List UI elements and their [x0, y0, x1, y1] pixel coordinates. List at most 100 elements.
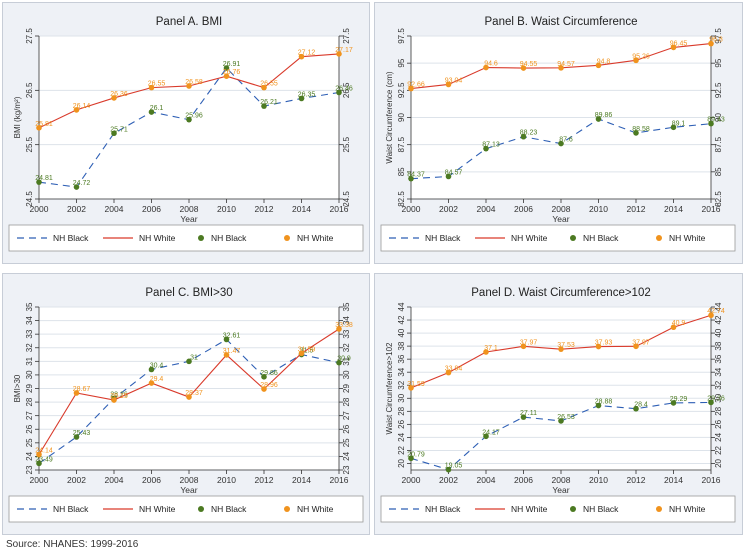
y-tick-label: 32	[397, 380, 406, 389]
data-point-nh-black	[445, 466, 452, 473]
x-axis-label: Year	[552, 214, 569, 224]
y-tick-label: 28	[397, 406, 406, 415]
data-point-nh-black	[670, 124, 677, 131]
data-label: 32.61	[223, 332, 241, 339]
y-tick-label: 30	[397, 393, 406, 402]
data-label: 42.74	[707, 308, 725, 315]
y-tick-label-right: 34	[714, 367, 723, 376]
x-tick-label: 2006	[514, 204, 533, 214]
data-point-nh-black	[336, 359, 342, 366]
data-label: 84.57	[445, 170, 463, 177]
x-tick-label: 2000	[30, 204, 49, 214]
x-tick-label: 2014	[664, 204, 683, 214]
y-tick-label: 31	[25, 356, 34, 365]
x-tick-label: 2002	[67, 475, 86, 485]
y-tick-label: 42	[397, 315, 406, 324]
legend-marker-nh-white	[284, 506, 290, 512]
data-label: 20.79	[407, 451, 425, 458]
data-point-nh-white	[36, 451, 42, 458]
y-tick-label: 85	[397, 167, 406, 176]
data-point-nh-black	[483, 433, 489, 440]
data-label: 89.86	[595, 112, 613, 119]
y-tick-label: 32	[25, 343, 34, 352]
data-point-nh-black	[73, 184, 80, 190]
data-label: 89.43	[707, 117, 725, 124]
data-label: 31.47	[223, 348, 241, 355]
y-tick-label-right: 26	[342, 424, 351, 433]
y-tick-label: 38	[397, 341, 406, 350]
data-label: 94.6	[484, 61, 498, 68]
x-tick-label: 2008	[552, 475, 571, 485]
legend-label: NH Black	[583, 504, 619, 514]
data-label: 31	[190, 354, 198, 361]
data-label: 28.4	[634, 402, 648, 409]
data-label: 29.29	[670, 396, 688, 403]
data-label: 33.94	[445, 366, 463, 373]
x-tick-label: 2014	[664, 475, 683, 485]
data-point-nh-white	[73, 390, 80, 396]
data-point-nh-black	[558, 140, 564, 147]
y-tick-label: 23	[25, 465, 34, 474]
y-tick-label: 24.5	[25, 191, 34, 207]
data-point-nh-black	[148, 109, 155, 115]
data-point-nh-white	[408, 85, 414, 92]
legend-label: NH White	[669, 233, 706, 243]
y-tick-label-right: 22	[714, 445, 723, 454]
data-label: 26.58	[185, 79, 203, 86]
data-label: 95.26	[632, 53, 650, 60]
data-point-nh-white	[261, 386, 267, 392]
y-tick-label: 27.5	[25, 28, 34, 44]
data-label: 29.4	[150, 376, 164, 383]
data-point-nh-black	[408, 175, 414, 182]
x-tick-label: 2006	[142, 475, 161, 485]
data-label: 84.37	[407, 172, 425, 179]
legend-label: NH Black	[211, 504, 247, 514]
data-point-nh-black	[483, 145, 489, 152]
data-point-nh-black	[595, 116, 602, 122]
legend-marker-nh-white	[656, 235, 662, 241]
data-point-nh-black	[261, 374, 267, 380]
legend: NH Black NH White NH Black NH White	[8, 495, 364, 523]
data-label: 30.4	[150, 362, 164, 369]
y-tick-label-right: 30	[342, 370, 351, 379]
data-label: 28.26	[110, 392, 128, 399]
legend-label: NH White	[139, 233, 176, 243]
data-label: 37.93	[595, 340, 613, 347]
y-axis-label: Waist Circumference>102	[385, 342, 394, 435]
y-tick-label-right: 28	[342, 397, 351, 406]
data-point-nh-black	[186, 116, 192, 123]
legend-marker-nh-black	[570, 235, 576, 241]
y-tick-label-right: 31	[342, 356, 351, 365]
data-point-nh-white	[336, 51, 342, 57]
y-tick-label-right: 33	[342, 329, 351, 338]
x-tick-label: 2004	[477, 475, 496, 485]
chart-svg: Panel D. Waist Circumference>102 20 22 24 26…	[380, 287, 736, 523]
data-label: 92.66	[407, 82, 425, 89]
data-point-nh-white	[148, 84, 155, 91]
data-point-nh-white	[186, 394, 192, 400]
data-label: 26.91	[223, 61, 241, 68]
data-label: 31.59	[298, 346, 316, 353]
y-tick-label-right: 30	[714, 393, 723, 402]
chart-svg: Panel B. Waist Circumference 82.5 85 87.5 90…	[380, 16, 736, 252]
y-tick-label-right: 95	[714, 58, 723, 67]
y-tick-label-right: 25.5	[342, 136, 351, 152]
data-label: 23.49	[35, 456, 53, 463]
legend-label: NH White	[511, 504, 548, 514]
x-tick-label: 2002	[439, 204, 458, 214]
x-tick-label: 2008	[552, 204, 571, 214]
data-label: 37.97	[632, 339, 650, 346]
data-point-nh-white	[36, 125, 42, 131]
x-tick-label: 2002	[439, 475, 458, 485]
chart-title: Panel A. BMI	[156, 16, 222, 28]
data-point-nh-black	[633, 405, 639, 412]
y-tick-label-right: 87.5	[714, 136, 723, 152]
y-tick-label: 30	[25, 370, 34, 379]
y-tick-label-right: 90	[714, 113, 723, 122]
data-label: 26.21	[260, 99, 278, 106]
legend-marker-nh-white	[284, 235, 290, 241]
data-label: 26.36	[110, 91, 128, 98]
chart-title: Panel C. BMI>30	[145, 287, 232, 299]
legend-label: NH White	[297, 504, 334, 514]
data-label: 30.9	[337, 356, 351, 363]
